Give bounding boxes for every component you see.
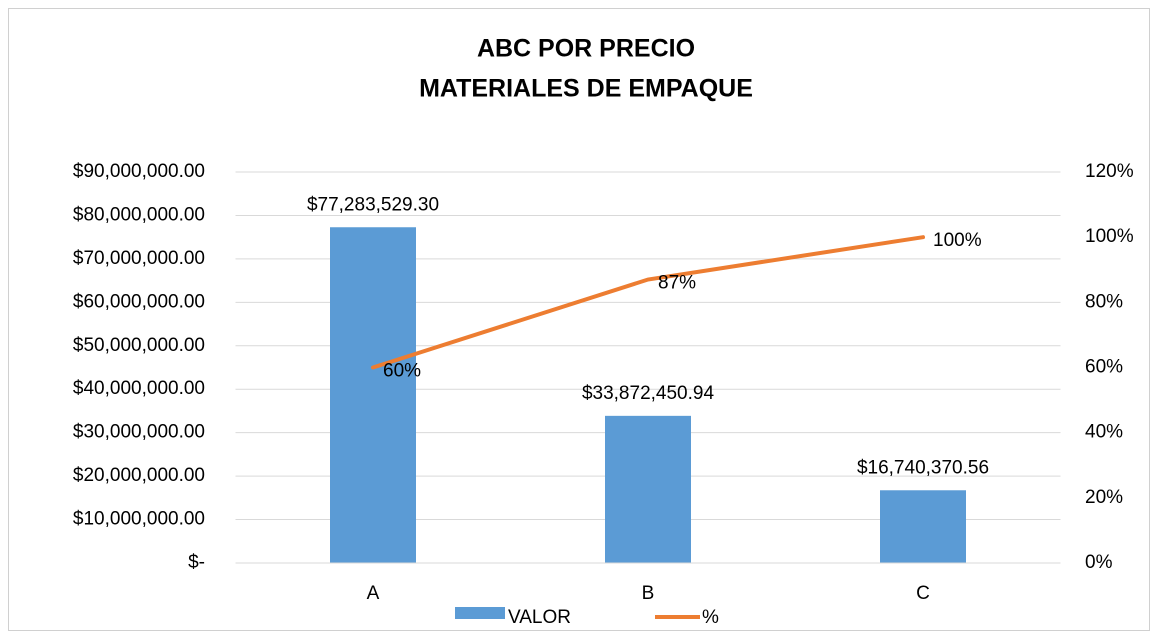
- line: [371, 235, 925, 370]
- x-tick-label: B: [642, 583, 655, 604]
- data-label: 100%: [933, 230, 982, 251]
- y2-tick-label: 60%: [1085, 357, 1123, 378]
- data-label: $33,872,450.94: [582, 383, 715, 404]
- bar: [880, 490, 966, 563]
- legend-swatch: [455, 607, 505, 619]
- x-tick-label: C: [916, 583, 930, 604]
- data-label: 60%: [383, 361, 421, 382]
- y-tick-label: $10,000,000.00: [73, 509, 205, 530]
- legend-label: VALOR: [508, 607, 571, 628]
- bar: [605, 415, 691, 563]
- chart-subtitle: MATERIALES DE EMPAQUE: [419, 75, 753, 103]
- legend-label: %: [702, 607, 719, 628]
- y2-tick-label: 120%: [1085, 161, 1134, 182]
- y-tick-label: $50,000,000.00: [73, 335, 205, 356]
- y-tick-label: $70,000,000.00: [73, 248, 205, 269]
- data-label: $16,740,370.56: [857, 457, 989, 478]
- bar: [330, 227, 416, 563]
- y-tick-label: $20,000,000.00: [73, 465, 205, 486]
- data-label: 87%: [658, 273, 696, 294]
- y-tick-label: $60,000,000.00: [73, 291, 205, 312]
- chart-title: ABC POR PRECIO: [477, 35, 695, 63]
- y2-tick-label: 20%: [1085, 487, 1123, 508]
- y-tick-label: $-: [188, 552, 205, 573]
- y-tick-label: $80,000,000.00: [73, 204, 205, 225]
- y-tick-label: $90,000,000.00: [73, 161, 205, 182]
- y2-tick-label: 40%: [1085, 422, 1123, 443]
- y-tick-label: $40,000,000.00: [73, 378, 205, 399]
- y2-tick-label: 100%: [1085, 226, 1134, 247]
- y-tick-label: $30,000,000.00: [73, 422, 205, 443]
- x-tick-label: A: [367, 583, 380, 604]
- y2-tick-label: 0%: [1085, 552, 1113, 573]
- data-label: $77,283,529.30: [307, 194, 439, 215]
- y2-tick-label: 80%: [1085, 291, 1123, 312]
